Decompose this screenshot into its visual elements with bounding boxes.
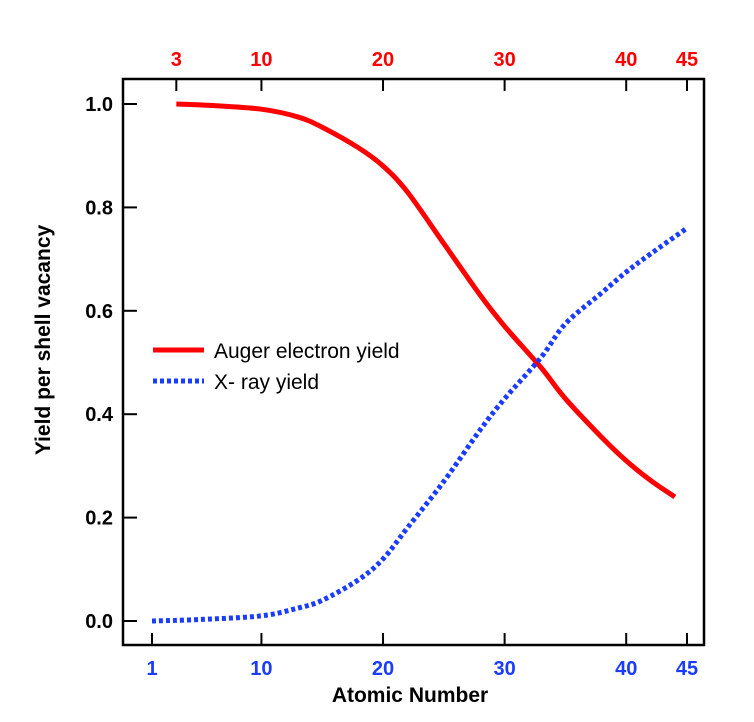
- x-tick-label: 45: [676, 658, 698, 680]
- x-tick-label: 10: [250, 658, 272, 680]
- y-tick-label: 1.0: [85, 94, 113, 116]
- y-tick-label: 0.4: [85, 404, 114, 426]
- y-tick-label: 0.8: [85, 197, 113, 219]
- y-tick-label: 0.0: [85, 611, 113, 633]
- top-tick-label: 40: [615, 49, 637, 71]
- x-tick-label: 1: [146, 658, 157, 680]
- top-tick-label: 10: [250, 49, 272, 71]
- top-tick-label: 3: [171, 49, 182, 71]
- y-tick-label: 0.6: [85, 301, 113, 323]
- plot-frame: [121, 77, 706, 647]
- x-axis-label: Atomic Number: [332, 684, 488, 707]
- xray-yield-line: [151, 226, 689, 624]
- legend-label-xray: X- ray yield: [214, 371, 319, 394]
- legend: Auger electron yield X- ray yield: [153, 340, 400, 394]
- y-tick-label: 0.2: [85, 508, 113, 530]
- y-axis-label: Yield per shell vacancy: [32, 225, 55, 456]
- x-tick-label: 40: [615, 658, 637, 680]
- top-tick-label: 20: [372, 49, 394, 71]
- legend-label-auger: Auger electron yield: [214, 340, 400, 363]
- x-tick-label: 20: [372, 658, 394, 680]
- x-tick-label: 30: [493, 658, 515, 680]
- top-tick-label: 30: [493, 49, 515, 71]
- auger-yield-line: [176, 101, 677, 499]
- top-tick-label: 45: [676, 49, 698, 71]
